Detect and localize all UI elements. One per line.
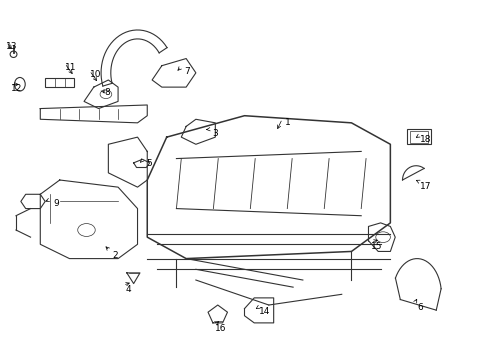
Text: 10: 10	[89, 70, 101, 79]
Text: 18: 18	[419, 135, 430, 144]
Text: 7: 7	[184, 67, 190, 76]
Text: 15: 15	[370, 242, 382, 251]
Text: 14: 14	[259, 307, 270, 316]
Text: 4: 4	[126, 285, 131, 294]
Bar	[409, 131, 427, 143]
Bar	[45, 78, 74, 87]
Text: 9: 9	[53, 199, 59, 208]
Text: 17: 17	[419, 181, 430, 190]
Text: 1: 1	[285, 118, 290, 127]
Text: 5: 5	[145, 159, 151, 168]
Text: 12: 12	[11, 84, 22, 93]
Text: 8: 8	[104, 88, 110, 97]
Text: 13: 13	[6, 41, 18, 50]
Text: 2: 2	[113, 251, 118, 260]
Text: 11: 11	[64, 63, 76, 72]
Text: 6: 6	[417, 303, 423, 312]
Bar	[407, 129, 430, 144]
Text: 16: 16	[215, 324, 226, 333]
Text: 3: 3	[212, 129, 218, 138]
